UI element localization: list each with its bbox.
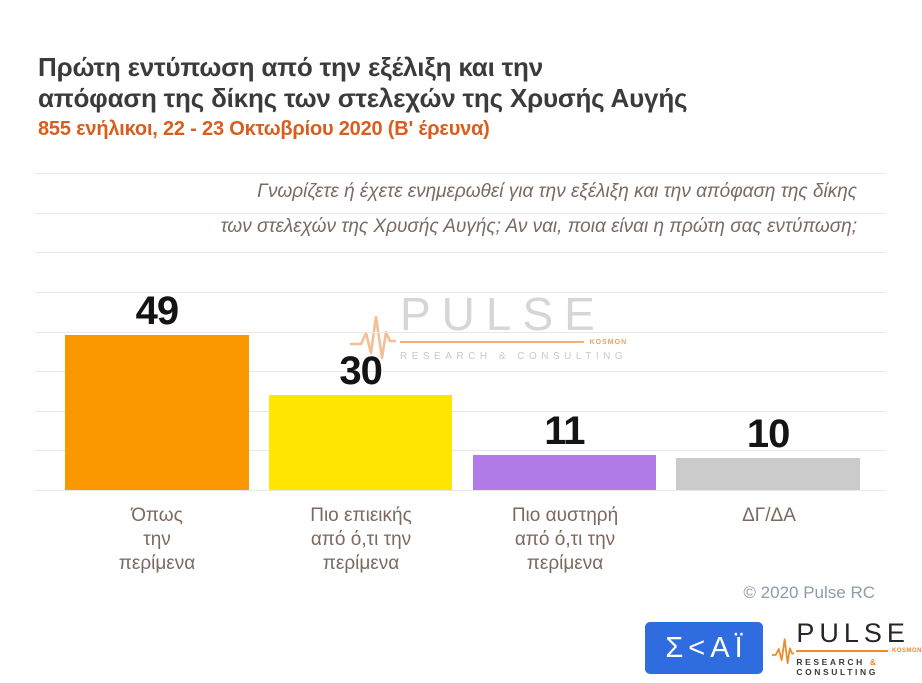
tagline-ampersand: & [869,657,879,667]
watermark-brand: PULSE [400,288,606,340]
survey-question: Γνωρίζετε ή έχετε ενημερωθεί για την εξέ… [117,174,857,244]
bar-value-label: 11 [544,409,585,454]
bar [472,455,657,490]
title-line-1: Πρώτη εντύπωση από την εξέλιξη και την [38,52,543,82]
bar [268,394,453,490]
gridline [35,371,886,373]
bar-value-label: 30 [339,348,382,393]
sample-subtitle: 855 ενήλικοι, 22 - 23 Οκτωβρίου 2020 (Β'… [38,118,490,140]
bar [676,458,860,490]
category-label: Πιο αυστηρή από ό,τι την περίμενα [511,505,619,574]
pulse-logo-rule: KOSMON [796,648,922,654]
watermark-small-text: KOSMON [589,338,628,346]
bar-value-label: 49 [135,288,179,333]
pulse-logo-small-text: KOSMON [892,648,922,654]
watermark-orange-line [400,341,584,343]
tagline-consulting: CONSULTING [796,667,878,677]
page-title: Πρώτη εντύπωση από την εξέλιξη και την α… [38,52,718,114]
category-label: Όπως την περίμενα [118,505,196,574]
tagline-research: RESEARCH [796,657,865,667]
watermark-rule: KOSMON [400,338,627,346]
gridline [35,450,886,452]
pulse-watermark: PULSE KOSMON RESEARCH & CONSULTING [350,288,628,362]
pulse-logo-tagline: RESEARCH & CONSULTING [796,657,922,677]
bar-chart-plot-area: 49 30 11 10 [35,173,886,491]
gridline [35,291,886,293]
bar-column: 30 [259,173,463,490]
pulse-logo-orange-line [796,650,888,652]
pulse-watermark-text: PULSE KOSMON RESEARCH & CONSULTING [400,288,628,362]
watermark-tagline: RESEARCH & CONSULTING [400,351,628,362]
bar-column: 11 [463,173,667,490]
pulse-logo-brand: PULSE [796,618,910,648]
bars-row: 49 30 11 10 [55,173,870,490]
gridline [35,410,886,412]
category-label: ΔΓ/ΔΑ [742,505,796,526]
pulse-logo: PULSE KOSMON RESEARCH & CONSULTING [772,620,922,677]
skai-logo-text: Σ<ΑΪ [665,631,748,664]
title-line-2: απόφαση της δίκης των στελεχών της Χρυσή… [38,83,688,113]
gridline [35,490,886,491]
copyright-text: © 2020 Pulse RC [743,583,875,602]
bar-column: 10 [666,173,870,490]
category-label: Πιο επιεικής από ό,τι την περίμενα [310,505,412,574]
pulse-logo-text: PULSE KOSMON RESEARCH & CONSULTING [796,620,922,677]
category-axis-labels: Όπως την περίμενα Πιο επιεικής από ό,τι τ… [55,504,871,576]
gridline [35,212,886,214]
pulse-waveform-icon [350,315,396,360]
gridline [35,173,886,174]
bar-column: 49 [55,173,259,490]
pulse-logo-waveform-icon [772,638,795,665]
question-line-1: Γνωρίζετε ή έχετε ενημερωθεί για την εξέ… [257,181,857,202]
skai-logo: Σ<ΑΪ [645,622,763,674]
bar [65,334,249,490]
question-line-2: των στελεχών της Χρυσής Αυγής; Αν ναι, π… [220,216,857,237]
gridline [35,252,886,254]
bar-value-label: 10 [746,412,790,457]
gridline [35,331,886,333]
